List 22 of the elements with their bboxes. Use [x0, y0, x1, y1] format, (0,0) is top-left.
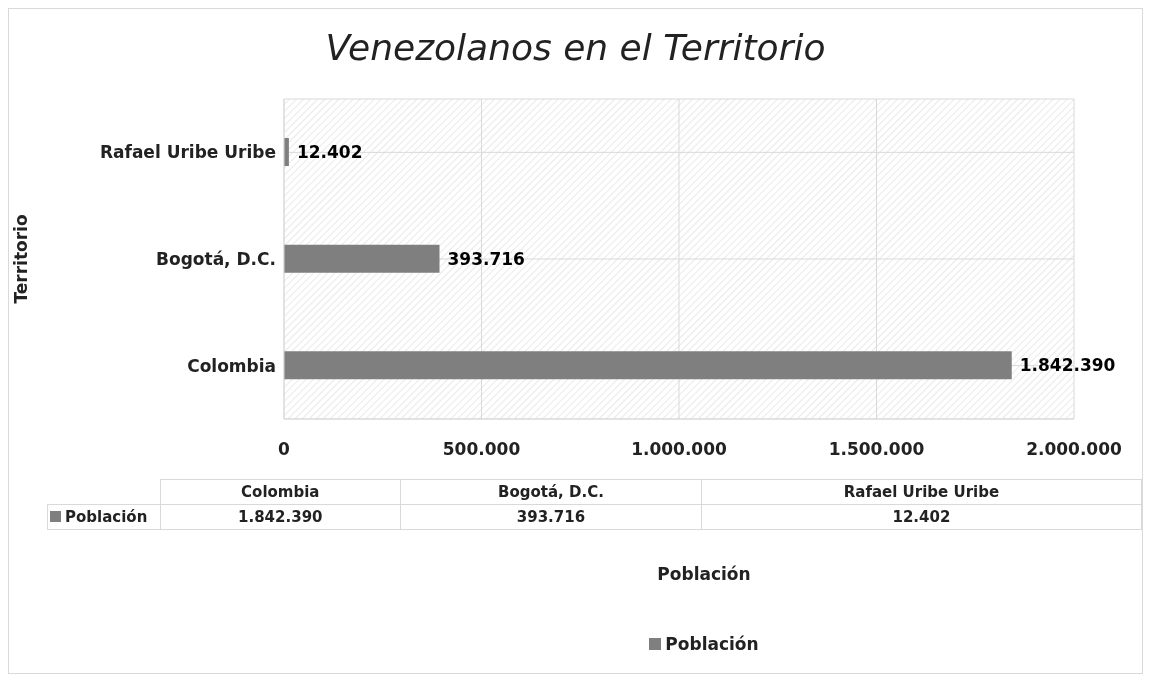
- data-label: 393.716: [447, 248, 525, 269]
- text: 393.716: [516, 508, 586, 526]
- text: Población: [656, 564, 752, 584]
- category-label: Rafael Uribe Uribe: [843, 483, 1000, 501]
- x-tick-label: 1.500.000: [828, 439, 925, 460]
- x-tick-label: 500.000: [442, 439, 521, 460]
- category-label: Bogotá, D.C.: [498, 483, 604, 501]
- x-tick-label: 0: [278, 439, 291, 460]
- y-tick-label: Rafael Uribe Uribe: [99, 142, 276, 163]
- x-tick-label: 2.000.000: [1026, 439, 1123, 460]
- data-label: 1.842.390: [1019, 355, 1116, 376]
- data-label: 12.402: [296, 142, 363, 162]
- text: Población: [665, 634, 759, 654]
- y-tick-label: Bogotá, D.C.: [156, 249, 276, 270]
- y-tick-label: Colombia: [187, 355, 276, 376]
- y-axis-title: Territorio: [11, 214, 32, 304]
- category-label: Colombia: [241, 483, 320, 501]
- legend-label: Población: [47, 504, 160, 530]
- text: 12.402: [892, 508, 951, 526]
- text: 1.842.390: [238, 508, 323, 526]
- chart-title: Venezolanos en el Territorio: [324, 27, 827, 68]
- x-tick-label: 1.000.000: [631, 439, 728, 460]
